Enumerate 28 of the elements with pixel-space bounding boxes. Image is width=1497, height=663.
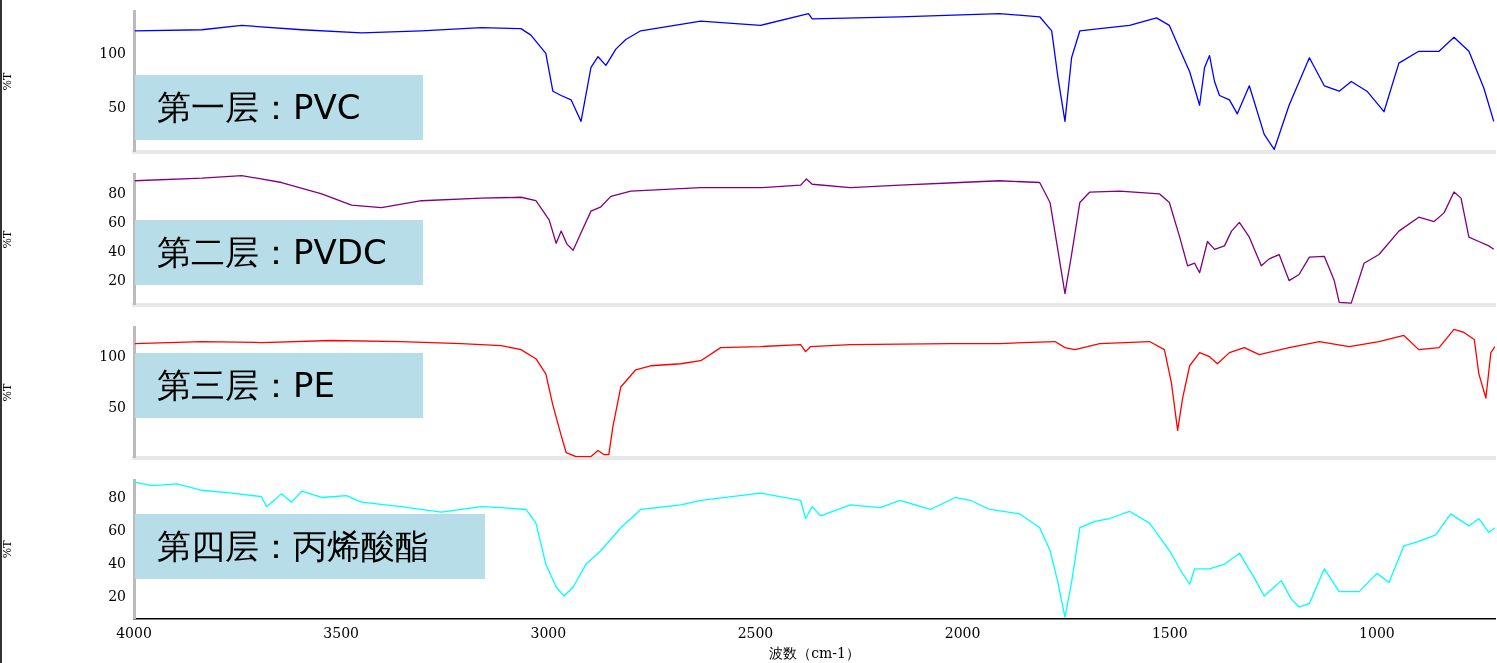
annotation: 第三层：PE (156, 364, 336, 407)
y-axis-title: %T (1, 539, 15, 559)
y-tick-label: 100 (99, 45, 126, 62)
y-tick-label: 80 (108, 489, 126, 506)
y-tick-label: 20 (108, 272, 126, 289)
x-tick-label: 1500 (1151, 625, 1188, 642)
y-tick-label: 60 (108, 214, 126, 231)
x-tick-label: 4000 (116, 625, 152, 642)
y-tick-label: 20 (108, 587, 126, 604)
x-tick-label: 3000 (530, 625, 567, 642)
y-axis-title: %T (1, 382, 15, 402)
x-axis-title: 波数（cm-1） (769, 645, 860, 662)
y-tick-label: 50 (108, 99, 126, 116)
x-tick-label: 2500 (737, 625, 774, 642)
x-tick-label: 3500 (323, 625, 359, 642)
y-tick-label: 80 (108, 185, 126, 202)
y-tick-label: 40 (108, 554, 126, 571)
x-tick-label: 1000 (1359, 625, 1395, 642)
y-tick-label: 50 (108, 398, 126, 415)
y-axis-title: %T (1, 229, 15, 249)
y-tick-label: 100 (99, 348, 126, 365)
x-tick-label: 2000 (944, 625, 981, 642)
y-tick-label: 60 (108, 521, 126, 538)
y-axis-title: %T (1, 71, 15, 91)
y-tick-label: 40 (108, 243, 126, 260)
annotation: 第四层：丙烯酸酯 (156, 525, 430, 568)
annotation: 第一层：PVC (156, 86, 362, 129)
annotation: 第二层：PVDC (156, 231, 388, 274)
